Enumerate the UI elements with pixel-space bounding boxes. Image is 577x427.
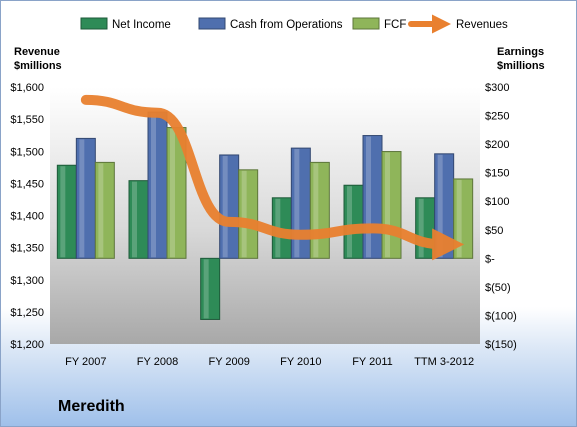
bar-highlight — [170, 128, 175, 258]
bar-net-income — [200, 257, 221, 320]
revenues-line — [80, 94, 465, 261]
x-tick-label: FY 2007 — [65, 356, 106, 368]
company-name: Meredith — [58, 398, 125, 415]
left-axis-title: $millions — [14, 60, 62, 72]
bar-highlight — [347, 186, 352, 258]
right-tick-label: $200 — [485, 139, 509, 151]
left-axis-title: Revenue — [14, 46, 60, 58]
right-axis-title: $millions — [497, 60, 545, 72]
right-tick-label: $(150) — [485, 339, 517, 351]
bar-cash-from-operations — [290, 147, 311, 259]
bar-fcf — [309, 161, 330, 259]
bar-cash-from-operations — [362, 135, 383, 259]
bar-highlight — [294, 149, 300, 258]
left-tick-label: $1,600 — [10, 82, 44, 94]
right-axis-title: Earnings — [497, 46, 544, 58]
x-tick-label: FY 2010 — [280, 356, 321, 368]
left-tick-label: $1,350 — [10, 243, 44, 255]
right-tick-label: $- — [485, 253, 495, 265]
bar-fcf — [238, 169, 259, 259]
bar-cash-from-operations — [75, 137, 96, 259]
bar-highlight — [60, 166, 66, 258]
right-tick-label: $50 — [485, 225, 503, 237]
right-tick-label: $300 — [485, 82, 509, 94]
bar-net-income — [343, 184, 364, 259]
right-tick-label: $250 — [485, 111, 509, 123]
right-tick-label: $100 — [485, 196, 509, 208]
bar-highlight — [98, 163, 104, 258]
legend-label: Cash from Operations — [230, 19, 343, 31]
left-tick-label: $1,200 — [10, 339, 44, 351]
left-tick-label: $1,450 — [10, 178, 44, 190]
bar-highlight — [437, 154, 443, 258]
left-tick-label: $1,250 — [10, 307, 44, 319]
bar-highlight — [456, 179, 462, 258]
bar-fcf — [381, 151, 402, 259]
right-tick-label: $150 — [485, 168, 509, 180]
right-tick-label: $(50) — [485, 282, 511, 294]
x-tick-label: TTM 3-2012 — [414, 356, 474, 368]
bar-fcf — [453, 178, 474, 259]
bar-net-income — [128, 180, 149, 259]
legend-label: FCF — [384, 19, 406, 31]
bar-net-income — [415, 197, 436, 259]
left-tick-label: $1,400 — [10, 211, 44, 223]
bar-net-income — [56, 164, 77, 259]
right-tick-label: $(100) — [485, 310, 517, 322]
bar-cash-from-operations — [147, 111, 168, 259]
legend-swatch — [198, 17, 226, 30]
legend-label-revenues: Revenues — [456, 19, 508, 31]
bar-highlight — [151, 113, 156, 258]
bar-highlight — [385, 152, 390, 258]
bar-cash-from-operations — [219, 154, 240, 259]
bar-highlight — [132, 181, 137, 258]
plot-area — [50, 87, 480, 344]
legend-label: Net Income — [112, 19, 171, 31]
left-tick-label: $1,300 — [10, 275, 44, 287]
bar-highlight — [203, 259, 209, 319]
left-tick-label: $1,550 — [10, 114, 44, 126]
x-tick-label: FY 2009 — [208, 356, 249, 368]
left-tick-label: $1,500 — [10, 146, 44, 158]
legend-swatch — [80, 17, 108, 30]
legend-swatch — [352, 17, 380, 30]
x-tick-label: FY 2008 — [137, 356, 178, 368]
bar-highlight — [313, 163, 319, 258]
x-tick-label: FY 2011 — [352, 356, 393, 368]
bar-highlight — [418, 198, 424, 258]
bar-highlight — [241, 170, 247, 258]
bar-fcf — [94, 161, 115, 259]
bar-highlight — [222, 155, 228, 258]
bar-highlight — [79, 139, 85, 258]
bar-highlight — [366, 136, 371, 258]
